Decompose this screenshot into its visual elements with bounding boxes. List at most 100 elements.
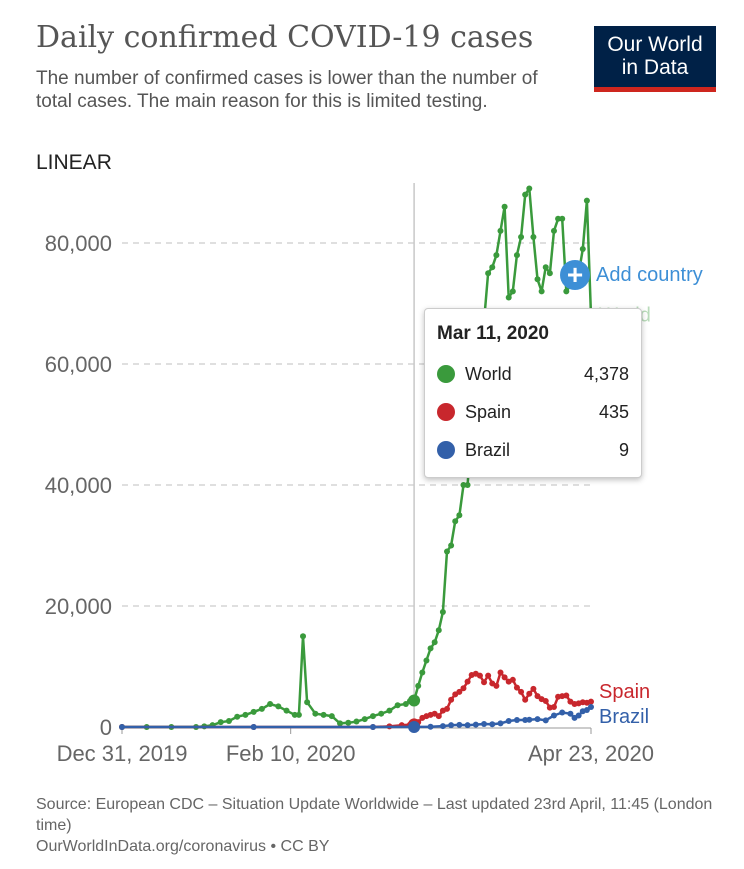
data-point bbox=[513, 717, 520, 724]
data-point bbox=[345, 719, 352, 726]
data-point bbox=[567, 710, 574, 717]
tooltip-value: 435 bbox=[598, 401, 629, 422]
data-point bbox=[242, 711, 249, 718]
data-point bbox=[456, 688, 463, 695]
data-point bbox=[444, 705, 451, 712]
data-point bbox=[530, 233, 537, 240]
data-point bbox=[444, 548, 451, 555]
data-point bbox=[583, 197, 590, 204]
data-point bbox=[526, 716, 533, 723]
data-point bbox=[225, 717, 232, 724]
x-tick-label: Apr 23, 2020 bbox=[528, 741, 654, 766]
scale-toggle[interactable]: LINEAR bbox=[36, 151, 112, 174]
data-point bbox=[583, 707, 590, 714]
data-point bbox=[460, 482, 467, 488]
data-point bbox=[526, 185, 533, 192]
tooltip-name: World bbox=[465, 363, 512, 384]
y-tick-label: 40,000 bbox=[45, 473, 112, 498]
data-point bbox=[497, 720, 504, 727]
data-point bbox=[489, 721, 496, 728]
data-point bbox=[542, 264, 549, 271]
data-point bbox=[513, 684, 520, 691]
tooltip-dot-brazil bbox=[437, 441, 455, 459]
data-point bbox=[337, 720, 344, 727]
data-point bbox=[509, 288, 516, 295]
tooltip-value: 4,378 bbox=[583, 363, 629, 384]
logo-line-2: in Data bbox=[621, 56, 689, 79]
data-point bbox=[119, 724, 125, 730]
data-point bbox=[312, 710, 319, 717]
data-point bbox=[369, 724, 376, 730]
data-point bbox=[415, 682, 422, 689]
data-point bbox=[361, 716, 368, 723]
data-point bbox=[542, 697, 549, 704]
data-point bbox=[386, 707, 393, 714]
data-point bbox=[509, 676, 516, 683]
data-point bbox=[550, 227, 557, 234]
data-point bbox=[439, 723, 446, 730]
hover-point bbox=[408, 720, 421, 733]
data-point bbox=[481, 720, 488, 727]
x-tick-label: Dec 31, 2019 bbox=[57, 741, 188, 766]
hover-point bbox=[408, 694, 421, 707]
data-point bbox=[485, 672, 492, 679]
y-tick-label: 20,000 bbox=[45, 594, 112, 619]
data-point bbox=[518, 688, 525, 695]
tooltip-name: Spain bbox=[465, 401, 512, 422]
data-point bbox=[402, 701, 409, 708]
data-point bbox=[394, 702, 401, 709]
tooltip-row-spain: Spain 435 bbox=[437, 393, 629, 431]
data-point bbox=[295, 711, 302, 718]
data-point bbox=[493, 252, 500, 259]
data-point bbox=[522, 191, 529, 198]
tooltip-dot-spain bbox=[437, 403, 455, 421]
data-point bbox=[234, 713, 241, 720]
data-point bbox=[439, 609, 446, 616]
data-point bbox=[423, 657, 430, 664]
data-point bbox=[497, 669, 504, 676]
y-tick-label: 80,000 bbox=[45, 231, 112, 256]
data-point bbox=[378, 710, 385, 717]
data-point bbox=[448, 542, 455, 549]
data-point bbox=[431, 639, 438, 646]
data-point bbox=[542, 717, 549, 724]
data-point bbox=[501, 674, 508, 681]
data-point bbox=[588, 704, 594, 711]
data-point bbox=[427, 723, 434, 730]
logo-line-1: Our World bbox=[607, 33, 703, 56]
data-point bbox=[328, 713, 335, 720]
data-point bbox=[217, 719, 224, 726]
chart-title: Daily confirmed COVID-19 cases bbox=[36, 20, 534, 55]
data-point bbox=[258, 705, 265, 712]
data-point bbox=[505, 294, 512, 301]
source-text: Source: European CDC – Situation Update … bbox=[36, 796, 713, 834]
data-point bbox=[534, 693, 541, 700]
y-tick-label: 0 bbox=[100, 715, 112, 740]
source-link[interactable]: OurWorldInData.org/coronavirus • CC BY bbox=[36, 838, 330, 855]
data-point bbox=[304, 699, 311, 706]
tooltip-row-world: World 4,378 bbox=[437, 355, 629, 393]
series-line-world bbox=[122, 187, 593, 729]
data-point bbox=[575, 712, 582, 719]
data-point bbox=[456, 721, 463, 728]
data-point bbox=[530, 685, 537, 692]
data-point bbox=[250, 708, 257, 715]
data-point bbox=[526, 690, 533, 697]
data-point bbox=[464, 678, 471, 685]
data-point bbox=[472, 721, 479, 728]
tooltip-row-brazil: Brazil 9 bbox=[437, 431, 629, 469]
data-point bbox=[588, 698, 594, 705]
data-point bbox=[513, 252, 520, 259]
data-point bbox=[448, 696, 455, 703]
owid-logo[interactable]: Our World in Data bbox=[594, 26, 716, 92]
data-point bbox=[550, 712, 557, 719]
data-point bbox=[460, 685, 467, 692]
data-point bbox=[555, 215, 562, 222]
data-point bbox=[427, 645, 434, 652]
add-country-button[interactable]: + Add country bbox=[560, 260, 703, 290]
data-point bbox=[448, 722, 455, 729]
data-point bbox=[435, 713, 442, 720]
series-end-label: Spain bbox=[599, 681, 650, 703]
tooltip-name: Brazil bbox=[465, 439, 511, 460]
